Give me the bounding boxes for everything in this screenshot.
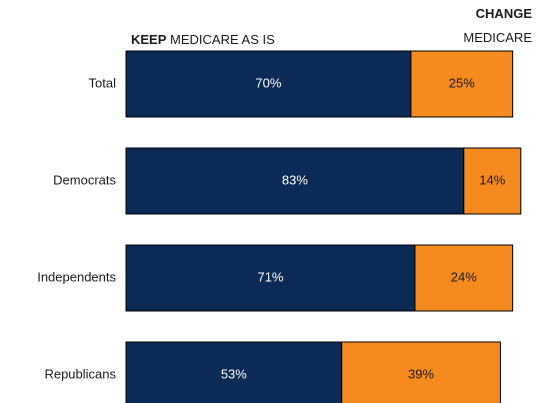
bar-keep-democrats <box>125 147 465 215</box>
value-label-change-independents: 24% <box>451 269 477 284</box>
legend: KEEP MEDICARE AS IS CHANGE MEDICARE <box>131 6 532 47</box>
bar-change-republicans <box>341 341 501 403</box>
legend-keep-label: KEEP MEDICARE AS IS <box>131 32 275 47</box>
value-label-change-total: 25% <box>449 75 475 90</box>
legend-change-bold: CHANGE <box>476 6 533 21</box>
category-label-total: Total <box>89 75 117 90</box>
bar-keep-republicans <box>125 341 343 403</box>
bar-change-democrats <box>463 147 522 215</box>
value-label-change-democrats: 14% <box>479 172 505 187</box>
value-label-keep-democrats: 83% <box>282 172 308 187</box>
legend-change-rest: MEDICARE <box>463 30 532 45</box>
bar-keep-total <box>125 50 412 118</box>
value-label-keep-republicans: 53% <box>221 366 247 381</box>
category-label-republicans: Republicans <box>44 366 116 381</box>
value-label-change-republicans: 39% <box>408 366 434 381</box>
legend-keep-bold: KEEP <box>131 32 167 47</box>
category-label-independents: Independents <box>37 269 116 284</box>
bar-keep-independents <box>125 244 416 312</box>
bar-change-total <box>410 50 514 118</box>
value-label-keep-independents: 71% <box>257 269 283 284</box>
bar-rows: Total 70% 25% Democrats 83% 14% Independents 71… <box>37 50 522 403</box>
category-label-democrats: Democrats <box>53 172 116 187</box>
legend-keep-rest: MEDICARE AS IS <box>166 32 275 47</box>
value-label-keep-total: 70% <box>255 75 281 90</box>
bar-change-independents <box>414 244 514 312</box>
